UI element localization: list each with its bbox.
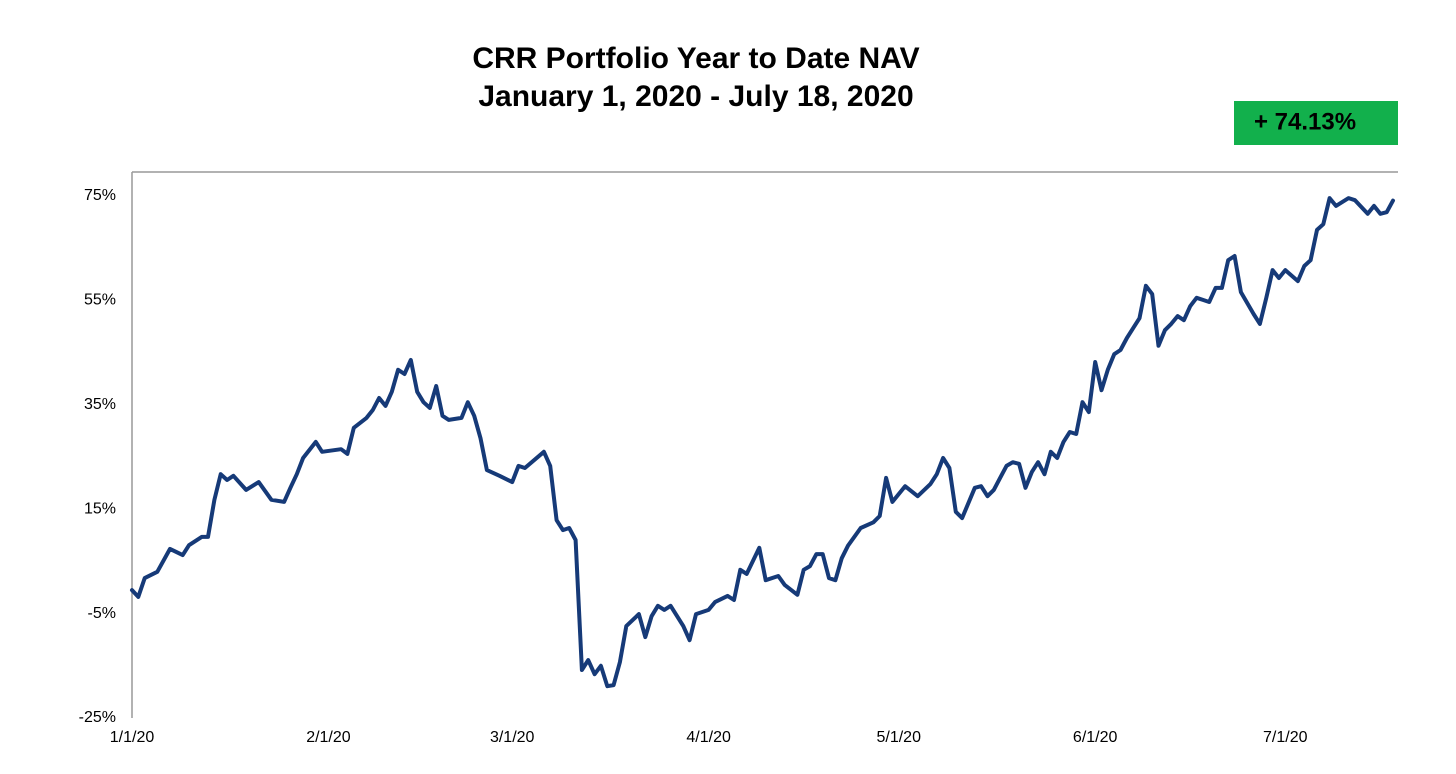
x-tick-label: 2/1/20 [306,729,351,746]
annotation: + 74.13% [1254,108,1356,135]
y-tick-label: -25% [79,709,116,726]
x-tick-label: 7/1/20 [1263,729,1308,746]
y-tick-label: 55% [84,292,116,309]
x-tick-label: 1/1/20 [110,729,155,746]
x-tick-label: 5/1/20 [876,729,921,746]
y-tick-label: 75% [84,187,116,204]
nav-line [130,196,1395,689]
x-tick-label: 3/1/20 [490,729,535,746]
y-tick-label: 15% [84,500,116,517]
chart-title: CRR Portfolio Year to Date NAV [472,42,919,75]
x-tick-label: 4/1/20 [686,729,731,746]
y-tick-label: 35% [84,396,116,413]
annotation-box [1234,101,1398,145]
y-tick-label: -5% [88,605,116,622]
x-tick-label: 6/1/20 [1073,729,1118,746]
chart-subtitle: January 1, 2020 - July 18, 2020 [478,80,913,113]
